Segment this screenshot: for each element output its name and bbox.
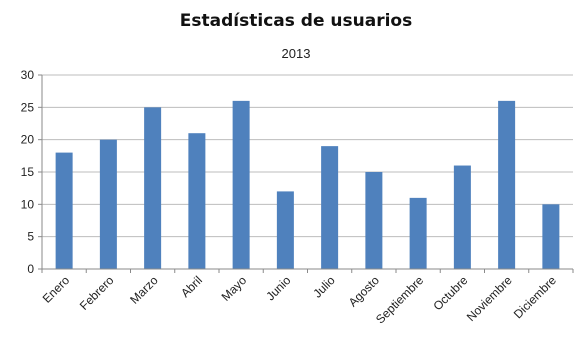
x-category-label-abril: Abril: [178, 273, 205, 300]
bar-mayo: [232, 100, 250, 269]
chart-subtitle: 2013: [282, 46, 311, 61]
x-category-label-noviembre: Noviembre: [464, 273, 515, 324]
bar-febrero: [99, 139, 117, 269]
bar-septiembre: [409, 197, 427, 269]
bar-junio: [276, 191, 294, 269]
y-tick-label-10: 10: [21, 197, 35, 211]
x-category-label-mayo: Mayo: [219, 273, 250, 304]
y-axis-ticks: 0 5 10 15 20 25 30: [21, 68, 42, 276]
bar-diciembre: [542, 204, 560, 269]
y-tick-label-20: 20: [21, 133, 35, 147]
bar-marzo: [144, 107, 162, 269]
x-category-label-marzo: Marzo: [127, 273, 161, 307]
chart-title: Estadísticas de usuarios: [180, 11, 412, 31]
bars: [55, 100, 560, 269]
x-category-label-junio: Junio: [263, 273, 293, 303]
y-tick-label-15: 15: [21, 165, 35, 179]
x-category-label-enero: Enero: [40, 273, 73, 306]
bar-octubre: [453, 165, 471, 269]
x-category-label-diciembre: Diciembre: [511, 273, 559, 321]
y-tick-label-25: 25: [21, 100, 35, 114]
bar-noviembre: [498, 100, 516, 269]
bar-abril: [188, 133, 206, 269]
gridlines: [42, 74, 573, 238]
y-tick-label-5: 5: [27, 230, 34, 244]
y-tick-label-0: 0: [27, 262, 34, 276]
bar-julio: [321, 146, 339, 269]
x-category-label-octubre: Octubre: [430, 273, 470, 313]
x-category-label-septiembre: Septiembre: [373, 273, 427, 327]
x-category-label-febrero: Febrero: [77, 273, 117, 313]
x-category-label-agosto: Agosto: [346, 273, 383, 310]
bar-agosto: [365, 172, 383, 269]
bar-enero: [55, 152, 73, 269]
x-category-label-julio: Julio: [310, 273, 338, 301]
y-tick-label-30: 30: [21, 68, 35, 82]
x-axis-categories: Enero Febrero Marzo Abril Mayo Junio Julio Agos…: [40, 269, 574, 327]
